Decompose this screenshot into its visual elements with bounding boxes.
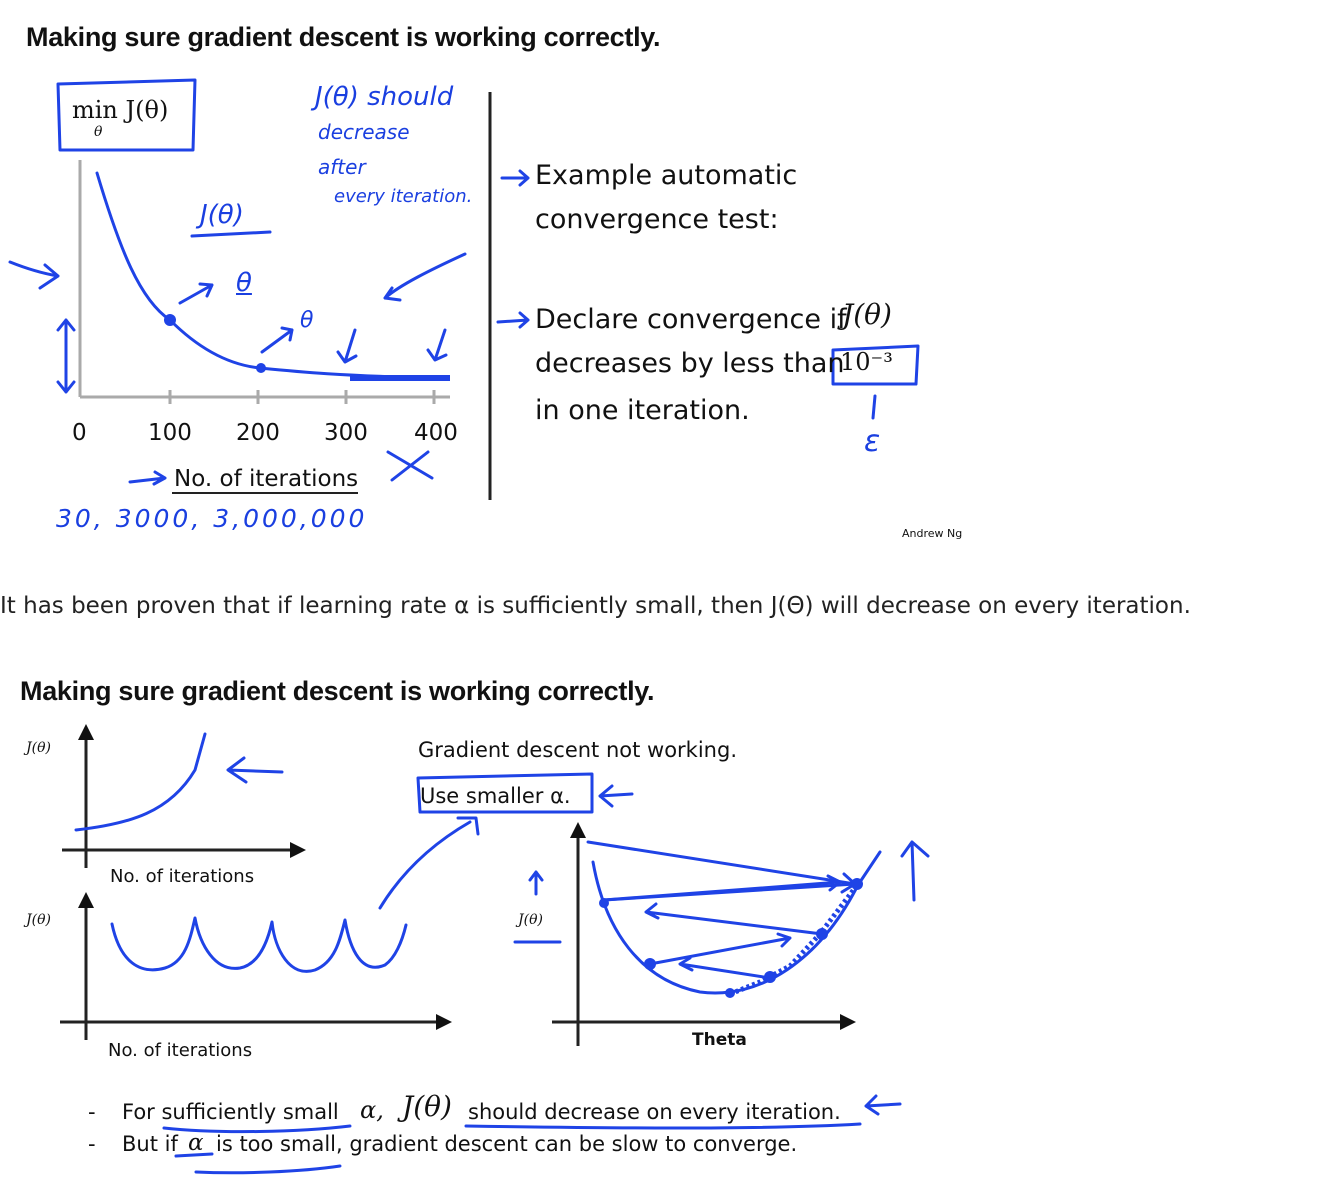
slide2-title: Making sure gradient descent is working … (20, 676, 655, 706)
bullet1-alpha: α, (360, 1096, 384, 1124)
use-smaller-arrow-icon (598, 784, 634, 808)
bullet2-text-a: But if (122, 1132, 178, 1156)
theta-b: θ (300, 308, 314, 333)
bullet1-text-a: For sufficiently small (122, 1100, 339, 1124)
explanation-paragraph: It has been proven that if learning rate… (0, 593, 1191, 619)
curve-point-100 (164, 314, 176, 326)
declare-j: J(θ) (842, 298, 892, 331)
epsilon: ε (864, 424, 881, 459)
bullet2-alpha: α (188, 1130, 204, 1156)
x-tick-200: 200 (236, 420, 280, 446)
example-line1: Example automatic (535, 160, 798, 191)
example-line2: convergence test: (535, 204, 779, 235)
slide1-title: Making sure gradient descent is working … (26, 22, 661, 52)
crossed-mark-icon (386, 450, 434, 482)
use-smaller-text: Use smaller α. (420, 784, 571, 808)
x-tick-100: 100 (148, 420, 192, 446)
theta-a: θ (236, 268, 252, 298)
y-label-right: J(θ) (518, 912, 543, 928)
note-line2: decrease (318, 120, 410, 144)
min-label: min J(θ) (72, 96, 169, 124)
credit: Andrew Ng (902, 527, 963, 540)
not-working-text: Gradient descent not working. (418, 738, 737, 762)
declare-line1: Declare convergence if (535, 304, 847, 335)
down-arrow-400-icon (426, 328, 448, 362)
declare-line3: in one iteration. (535, 395, 750, 426)
example-arrow-icon (500, 169, 530, 187)
bullet2-text-b: is too small, gradient descent can be sl… (216, 1132, 798, 1156)
arrow-theta-b-icon (260, 326, 294, 354)
updown-arrow-icon (56, 318, 76, 394)
down-arrow-300-icon (336, 328, 358, 364)
pointer-arrow-icon (383, 252, 467, 302)
bullet2-dash: - (88, 1132, 96, 1156)
left-arrow-icon (8, 260, 60, 290)
note-line4: every iteration. (334, 186, 473, 207)
epsilon-box-outline (831, 344, 920, 386)
x-label-1: No. of iterations (174, 466, 359, 492)
convergence-curve (95, 171, 442, 380)
bullet1-dash: - (88, 1100, 96, 1124)
declare-arrow-icon (496, 311, 530, 329)
pointer-up-arrow-icon (378, 816, 480, 910)
declare-value: 10⁻³ (840, 348, 893, 376)
y-label-top: J(θ) (26, 740, 51, 756)
j-up-arrow-icon (528, 870, 544, 896)
use-smaller-box (416, 772, 594, 814)
j-label: J(θ) (200, 200, 244, 230)
scale-numbers: 30, 3000, 3,000,000 (56, 504, 368, 533)
right-up-arrow-icon (900, 840, 930, 902)
oscillating-curve (110, 916, 408, 973)
min-sub: θ (94, 124, 103, 140)
min-box-outline (56, 78, 197, 152)
y-label-bottom: J(θ) (26, 912, 51, 928)
declare-line2: decreases by less than (535, 348, 845, 379)
xlabel-arrow-icon (128, 470, 167, 486)
curve-point-200 (256, 363, 266, 373)
bullet1-text-b: should decrease on every iteration. (468, 1100, 841, 1124)
note-line1: J(θ) should (315, 82, 454, 112)
diverge-arrow-icon (226, 756, 284, 784)
diverging-curve (74, 732, 207, 832)
note-line3: after (318, 155, 366, 179)
arrow-theta-a-icon (178, 282, 214, 305)
j-underline (190, 230, 272, 238)
x-tick-0: 0 (72, 420, 87, 446)
bullet1-j: J(θ) (402, 1090, 452, 1123)
x-label-top: No. of iterations (110, 866, 255, 887)
theta-axis-label: Theta (692, 1030, 747, 1050)
x-label-bottom: No. of iterations (108, 1040, 253, 1061)
x-tick-300: 300 (324, 420, 368, 446)
x-tick-400: 400 (414, 420, 458, 446)
